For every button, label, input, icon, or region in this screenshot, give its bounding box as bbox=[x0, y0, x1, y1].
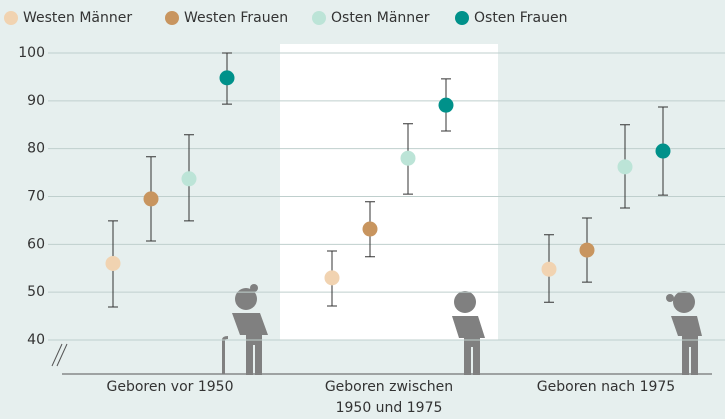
legend-marker bbox=[312, 11, 326, 25]
x-tick-label: Geboren zwischen bbox=[325, 379, 453, 395]
dot bbox=[579, 242, 595, 258]
dot bbox=[143, 191, 159, 207]
legend-label: Westen Männer bbox=[23, 10, 132, 26]
dot bbox=[655, 143, 671, 159]
person-icons bbox=[222, 284, 702, 375]
y-tick-label: 60 bbox=[27, 236, 45, 252]
x-tick-label: 1950 und 1975 bbox=[336, 400, 443, 416]
dot bbox=[181, 171, 197, 187]
legend-label: Osten Männer bbox=[331, 10, 430, 26]
dot bbox=[400, 150, 416, 166]
y-tick-label: 70 bbox=[27, 189, 45, 205]
legend-marker bbox=[4, 11, 18, 25]
axis-break bbox=[51, 343, 68, 367]
dot bbox=[324, 270, 340, 286]
y-tick-label: 90 bbox=[27, 93, 45, 109]
dot bbox=[541, 261, 557, 277]
x-tick-label: Geboren nach 1975 bbox=[537, 379, 675, 395]
y-tick-label: 100 bbox=[18, 45, 45, 61]
dot bbox=[362, 221, 378, 237]
y-tick-label: 50 bbox=[27, 284, 45, 300]
dot bbox=[219, 70, 235, 86]
dot bbox=[105, 255, 121, 271]
legend-label: Westen Frauen bbox=[184, 10, 288, 26]
highlight-band bbox=[280, 44, 498, 340]
legend-marker bbox=[165, 11, 179, 25]
dot bbox=[438, 97, 454, 113]
y-tick-label: 80 bbox=[27, 141, 45, 157]
y-tick-label: 40 bbox=[27, 332, 45, 348]
legend-marker bbox=[455, 11, 469, 25]
x-tick-label: Geboren vor 1950 bbox=[107, 379, 234, 395]
dot bbox=[617, 159, 633, 175]
legend-label: Osten Frauen bbox=[474, 10, 567, 26]
